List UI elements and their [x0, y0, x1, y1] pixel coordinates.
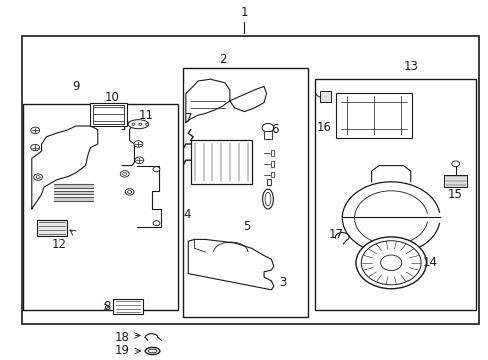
Text: 12: 12	[51, 238, 66, 251]
Circle shape	[145, 123, 148, 125]
Bar	[271, 172, 274, 177]
Circle shape	[134, 141, 142, 147]
Text: 15: 15	[447, 188, 461, 201]
Text: 19: 19	[115, 345, 129, 357]
Circle shape	[36, 176, 40, 179]
Circle shape	[262, 123, 273, 132]
Text: 10: 10	[105, 91, 120, 104]
Bar	[271, 150, 274, 156]
Bar	[320, 91, 330, 102]
Bar	[336, 93, 411, 138]
Bar	[93, 105, 124, 124]
Text: 17: 17	[328, 228, 343, 240]
Text: 3: 3	[278, 276, 286, 289]
Bar	[443, 175, 467, 187]
Bar	[22, 36, 478, 324]
Circle shape	[380, 255, 401, 271]
Text: 4: 4	[183, 208, 191, 221]
Bar	[315, 79, 475, 310]
Text: 9: 9	[72, 80, 80, 93]
Text: 8: 8	[102, 300, 110, 313]
Bar	[23, 104, 177, 310]
Circle shape	[337, 128, 349, 136]
Text: 2: 2	[218, 53, 226, 66]
Text: 1: 1	[240, 6, 248, 19]
Circle shape	[361, 241, 420, 285]
Text: 13: 13	[403, 60, 417, 73]
Bar	[37, 220, 67, 236]
Bar	[264, 131, 271, 139]
Circle shape	[398, 128, 410, 136]
Text: 6: 6	[270, 123, 278, 136]
Ellipse shape	[262, 189, 273, 209]
Bar	[266, 179, 271, 185]
Text: 18: 18	[115, 331, 129, 344]
Circle shape	[34, 174, 42, 180]
Bar	[190, 140, 251, 184]
Circle shape	[139, 123, 142, 125]
Circle shape	[132, 123, 135, 125]
Circle shape	[125, 189, 134, 195]
Circle shape	[127, 190, 131, 193]
Circle shape	[153, 167, 160, 172]
Bar	[113, 299, 142, 314]
Ellipse shape	[264, 192, 270, 206]
Bar	[183, 68, 307, 317]
Ellipse shape	[145, 347, 160, 355]
Ellipse shape	[128, 120, 148, 129]
Text: 11: 11	[138, 109, 153, 122]
Circle shape	[120, 171, 129, 177]
Circle shape	[355, 237, 426, 289]
Text: 16: 16	[316, 121, 331, 134]
Circle shape	[135, 157, 143, 163]
Circle shape	[31, 127, 40, 134]
Circle shape	[122, 172, 126, 175]
Circle shape	[153, 221, 160, 226]
Text: 14: 14	[422, 256, 437, 269]
Circle shape	[31, 144, 40, 151]
Bar	[90, 103, 127, 126]
Ellipse shape	[148, 349, 157, 353]
Text: 7: 7	[184, 112, 192, 125]
Circle shape	[451, 161, 459, 167]
Text: 5: 5	[243, 220, 250, 233]
Bar	[271, 161, 274, 167]
